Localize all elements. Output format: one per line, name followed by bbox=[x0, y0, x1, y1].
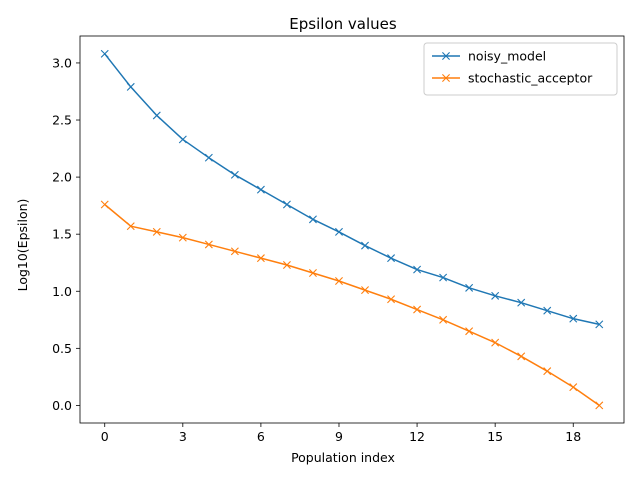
data-point-noisy_model bbox=[100, 49, 109, 58]
x-tick-label: 3 bbox=[179, 429, 187, 444]
legend-box bbox=[423, 42, 618, 96]
data-point-stochastic_acceptor bbox=[465, 327, 474, 336]
data-point-stochastic_acceptor bbox=[100, 200, 109, 209]
series-line-noisy_model bbox=[104, 53, 600, 326]
data-point-noisy_model bbox=[152, 111, 161, 120]
data-point-stochastic_acceptor bbox=[413, 305, 422, 314]
x-axis-label: Population index bbox=[291, 450, 395, 465]
data-point-noisy_model bbox=[387, 254, 396, 263]
y-tick-label: 2.0 bbox=[52, 170, 72, 185]
data-point-stochastic_acceptor bbox=[308, 269, 317, 277]
series-line-stochastic_acceptor bbox=[104, 203, 600, 407]
plot-area: 0 3 6 9 12 15 18 0.0 0.5 1.0 1.5 2.0 2.5 3.0 noisy_mod… bbox=[52, 35, 625, 444]
data-point-stochastic_acceptor bbox=[178, 233, 187, 242]
data-point-noisy_model bbox=[256, 185, 265, 194]
y-tick-label: 2.5 bbox=[52, 113, 72, 128]
data-point-stochastic_acceptor bbox=[204, 240, 213, 249]
y-tick-label: 0.5 bbox=[52, 341, 72, 356]
data-point-noisy_model bbox=[308, 215, 317, 224]
data-point-noisy_model bbox=[595, 320, 604, 329]
data-point-noisy_model bbox=[282, 200, 291, 209]
data-point-noisy_model bbox=[543, 306, 552, 315]
chart-title: Epsilon values bbox=[289, 15, 397, 33]
data-point-stochastic_acceptor bbox=[126, 222, 135, 231]
data-point-stochastic_acceptor bbox=[152, 227, 161, 236]
x-tick-label: 15 bbox=[487, 429, 503, 444]
y-tick-label: 3.0 bbox=[52, 55, 72, 70]
y-axis-label: Log10(Epsilon) bbox=[15, 199, 30, 292]
x-tick-label: 18 bbox=[565, 429, 581, 444]
data-point-noisy_model bbox=[334, 227, 343, 236]
legend-marker-stochastic_acceptor bbox=[442, 74, 450, 82]
data-point-noisy_model bbox=[361, 241, 370, 250]
legend-label-noisy_model: noisy_model bbox=[468, 49, 546, 64]
legend-label-stochastic_acceptor: stochastic_acceptor bbox=[468, 71, 593, 86]
x-tick-label: 12 bbox=[409, 429, 425, 444]
data-point-noisy_model bbox=[569, 314, 578, 323]
data-point-stochastic_acceptor bbox=[491, 338, 500, 347]
data-point-stochastic_acceptor bbox=[595, 401, 604, 410]
data-point-stochastic_acceptor bbox=[387, 295, 396, 304]
data-point-noisy_model bbox=[126, 82, 135, 91]
data-point-stochastic_acceptor bbox=[282, 261, 291, 269]
x-tick-label: 9 bbox=[335, 429, 343, 444]
data-point-stochastic_acceptor bbox=[569, 383, 578, 392]
data-point-stochastic_acceptor bbox=[517, 352, 526, 361]
x-tick-label: 0 bbox=[101, 429, 109, 444]
axes-frame bbox=[79, 35, 625, 424]
data-point-noisy_model bbox=[517, 298, 526, 307]
data-point-stochastic_acceptor bbox=[361, 286, 370, 295]
data-point-noisy_model bbox=[413, 265, 422, 274]
data-point-noisy_model bbox=[204, 153, 213, 162]
data-point-stochastic_acceptor bbox=[256, 254, 265, 263]
data-point-noisy_model bbox=[491, 291, 500, 300]
data-point-noisy_model bbox=[439, 273, 448, 282]
x-tick-label: 6 bbox=[257, 429, 265, 444]
y-tick-label: 1.0 bbox=[52, 284, 72, 299]
legend-marker-noisy_model bbox=[442, 52, 450, 60]
data-point-stochastic_acceptor bbox=[543, 367, 552, 376]
data-point-stochastic_acceptor bbox=[334, 276, 343, 285]
data-point-noisy_model bbox=[178, 135, 187, 144]
data-point-noisy_model bbox=[230, 170, 239, 179]
y-tick-label: 1.5 bbox=[52, 227, 72, 242]
data-point-stochastic_acceptor bbox=[230, 247, 239, 256]
data-point-noisy_model bbox=[465, 283, 474, 292]
data-point-stochastic_acceptor bbox=[439, 315, 448, 324]
y-tick-label: 0.0 bbox=[52, 398, 72, 413]
